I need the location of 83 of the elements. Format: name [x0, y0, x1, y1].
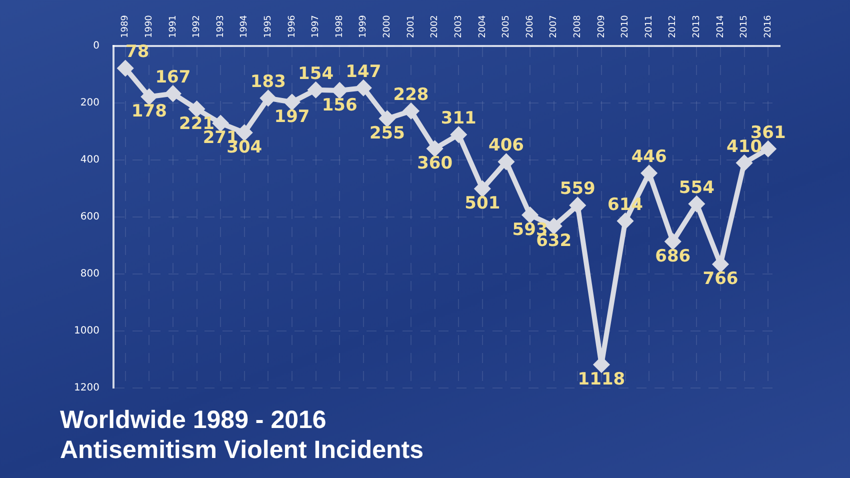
point — [356, 80, 371, 96]
y-tick-label: 200 — [80, 98, 100, 109]
y-tick-label: 0 — [93, 40, 100, 52]
data-label: 501 — [464, 194, 500, 214]
point — [332, 82, 348, 98]
x-tick-label: 1991 — [168, 15, 178, 38]
point — [213, 116, 228, 131]
data-label: 686 — [655, 246, 691, 266]
point — [165, 86, 180, 102]
y-tick-label: 800 — [80, 268, 100, 280]
x-tick-label: 2010 — [620, 14, 631, 38]
point — [118, 60, 133, 76]
point — [570, 198, 586, 213]
x-tick-label: 1992 — [192, 15, 202, 38]
data-label: 197 — [274, 107, 310, 128]
y-tick-label: 400 — [80, 154, 100, 166]
point — [642, 166, 657, 181]
point — [308, 82, 324, 98]
x-tick-label: 1994 — [240, 14, 250, 38]
point — [594, 357, 609, 372]
point — [380, 111, 395, 126]
data-label: 559 — [560, 179, 596, 200]
point — [522, 208, 538, 223]
point — [498, 154, 514, 170]
data-label: 156 — [322, 95, 358, 116]
data-label: 554 — [678, 178, 715, 198]
x-tick-label: 2008 — [573, 14, 583, 38]
x-tick-label: 2011 — [644, 15, 654, 38]
point — [189, 101, 204, 116]
text: Worldwide 1989 - 2016 — [60, 406, 326, 434]
data-label: 178 — [131, 102, 167, 122]
y-tick-label: 1000 — [74, 326, 100, 337]
point — [451, 127, 466, 142]
data-label: 766 — [702, 269, 738, 290]
x-tick-label: 2003 — [454, 15, 464, 38]
x-tick-label: 2001 — [406, 15, 416, 38]
point — [404, 103, 419, 118]
x-tick-label: 2000 — [382, 14, 393, 38]
data-label: 147 — [346, 62, 382, 82]
x-tick-label: 2007 — [549, 15, 560, 38]
data-label: 1118 — [578, 370, 626, 390]
x-tick-label: 2013 — [692, 15, 702, 38]
point — [474, 181, 490, 196]
data-label: 183 — [250, 72, 286, 92]
x-tick-label: 2009 — [596, 14, 607, 38]
data-label: 154 — [298, 64, 334, 84]
point — [427, 141, 442, 156]
x-tick-label: 1993 — [216, 15, 226, 38]
point — [260, 90, 276, 106]
data-label: 255 — [369, 124, 405, 144]
x-tick-label: 1996 — [287, 14, 298, 38]
data-label: 360 — [417, 154, 453, 174]
x-tick-label: 1997 — [311, 15, 322, 38]
data-label: 406 — [488, 136, 524, 156]
x-tick-label: 2004 — [478, 14, 488, 38]
x-tick-label: 2016 — [763, 14, 774, 38]
x-tick-label: 2015 — [740, 15, 750, 38]
point — [142, 89, 157, 104]
data-label: 446 — [631, 147, 667, 168]
data-label: 311 — [440, 108, 476, 129]
point — [736, 155, 752, 170]
point — [665, 234, 680, 250]
x-tick-label: 2014 — [716, 14, 726, 38]
x-tick-label: 2005 — [502, 15, 512, 38]
data-label: 78 — [126, 42, 150, 62]
y-tick-label: 1200 — [74, 382, 100, 394]
point — [760, 141, 776, 156]
x-tick-label: 1995 — [264, 15, 274, 38]
data-label: 228 — [393, 84, 429, 105]
x-tick-label: 1990 — [144, 14, 154, 38]
x-tick-label: 2006 — [525, 14, 536, 38]
text: Antisemitism Violent Incidents — [60, 436, 424, 464]
point — [546, 218, 562, 234]
x-tick-label: 1989 — [120, 14, 131, 38]
x-tick-label: 2012 — [668, 15, 678, 38]
point — [284, 94, 300, 110]
y-tick-label: 600 — [80, 212, 100, 223]
point — [618, 213, 633, 228]
point — [689, 196, 704, 212]
x-tick-label: 1999 — [358, 14, 369, 38]
data-label: 167 — [155, 68, 191, 88]
x-tick-label: 1998 — [334, 14, 345, 38]
x-tick-label: 2002 — [430, 15, 440, 38]
